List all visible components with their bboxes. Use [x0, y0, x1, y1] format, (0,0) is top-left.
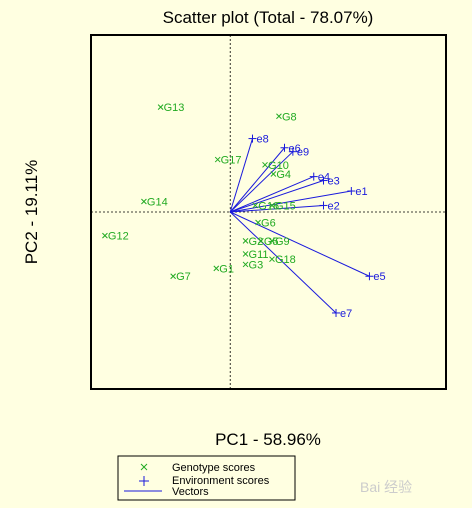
genotype-point: [252, 202, 259, 209]
genotype-point: [242, 261, 249, 268]
watermark: Bai 经验: [360, 479, 412, 495]
genotype-label: G12: [108, 231, 129, 243]
genotype-point: [262, 161, 268, 168]
vector-e7: [229, 211, 337, 314]
genotype-label: G2: [249, 236, 264, 248]
environment-point: [319, 176, 328, 185]
environment-point: [347, 187, 356, 196]
environment-point: [365, 272, 374, 281]
vector-e8: [229, 138, 253, 213]
vector-e5: [230, 211, 370, 277]
genotype-label: G18: [275, 254, 296, 266]
legend-box: [117, 455, 296, 501]
vector-e3: [230, 180, 324, 213]
genotype-point: [269, 256, 275, 263]
genotype-point: [157, 104, 164, 110]
genotype-label: G3: [249, 259, 264, 271]
genotype-point: [270, 171, 277, 177]
environment-point: [309, 172, 318, 181]
genotype-point: [242, 237, 249, 244]
vectors-layer: [229, 138, 370, 314]
genotype-label: G11: [249, 249, 269, 261]
genotype-point: [255, 219, 261, 226]
environment-label: e8: [256, 134, 268, 146]
genotype-point: [269, 237, 275, 244]
vector-e4: [230, 176, 314, 213]
chart-title: Scatter plot (Total - 78.07%): [163, 8, 374, 27]
genotype-point: [242, 251, 249, 257]
genotype-label: G1: [219, 263, 234, 275]
y-axis-label: PC2 - 19.11%: [22, 160, 41, 265]
genotype-label: G15: [275, 200, 296, 212]
environment-label: e3: [327, 176, 339, 188]
legend-environment-marker: [139, 476, 149, 486]
genotype-label: G10: [268, 160, 289, 172]
genotype-point: [257, 237, 264, 244]
genotype-point: [170, 273, 176, 280]
genotype-label: G17: [221, 155, 242, 167]
genotype-label: G8: [282, 111, 297, 123]
genotype-point: [276, 113, 282, 120]
genotype-layer: G13G8G17G10G4G14G16G15G12G6G2G5G9G11G18G…: [102, 102, 297, 283]
environment-label: e5: [373, 271, 385, 283]
genotype-label: G4: [276, 169, 291, 181]
environment-point: [332, 308, 341, 317]
legend-genotype-label: Genotype scores: [172, 462, 256, 474]
environment-point: [319, 201, 328, 210]
environment-label: e7: [340, 308, 352, 320]
genotype-point: [102, 232, 108, 239]
environment-point: [280, 143, 289, 152]
genotype-point: [141, 198, 147, 205]
genotype-label: G6: [261, 217, 276, 229]
environment-layer: e8e6e9e4e3e1e2e5e7: [248, 134, 386, 320]
genotype-label: G14: [147, 197, 168, 209]
vector-e6: [229, 147, 285, 213]
vector-e2: [230, 204, 324, 213]
genotype-point: [213, 265, 220, 272]
genotype-point: [269, 202, 275, 209]
environment-point: [288, 147, 297, 156]
legend-genotype-marker: [140, 463, 148, 471]
environment-label: e1: [355, 186, 367, 198]
environment-label: e2: [327, 200, 339, 212]
vector-e1: [230, 190, 352, 213]
x-axis-label: PC1 - 58.96%: [215, 430, 321, 449]
legend-vector-label: Vectors: [172, 486, 209, 498]
legend-environment-label: Environment scores: [172, 475, 270, 487]
genotype-point: [214, 156, 221, 163]
genotype-label: G9: [275, 236, 290, 248]
environment-label: e9: [297, 147, 309, 159]
vector-e9: [229, 151, 294, 213]
genotype-label: G13: [164, 102, 185, 114]
environment-point: [248, 134, 257, 143]
legend: Genotype scores Environment scores Vecto…: [117, 455, 296, 501]
genotype-label: G7: [176, 271, 191, 283]
